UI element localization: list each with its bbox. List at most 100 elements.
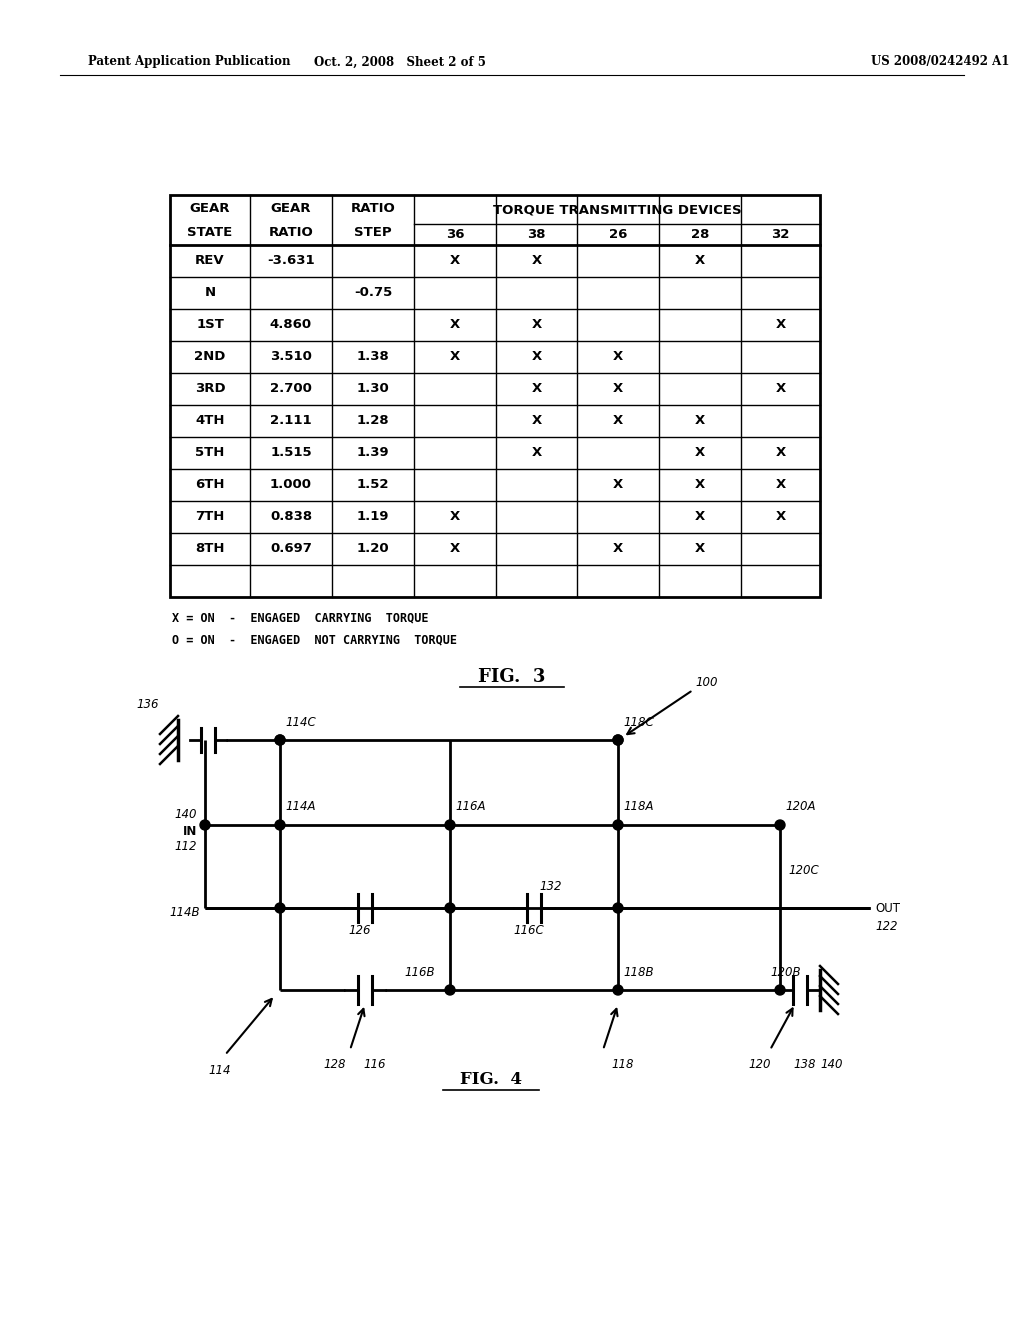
Text: 118A: 118A bbox=[623, 800, 653, 813]
Text: 118C: 118C bbox=[623, 715, 653, 729]
Circle shape bbox=[275, 820, 285, 830]
Text: US 2008/0242492 A1: US 2008/0242492 A1 bbox=[870, 55, 1010, 69]
Text: X: X bbox=[531, 351, 542, 363]
Text: 32: 32 bbox=[771, 228, 790, 242]
Circle shape bbox=[445, 820, 455, 830]
Text: 1.39: 1.39 bbox=[356, 446, 389, 459]
Text: X: X bbox=[775, 446, 785, 459]
Text: 118B: 118B bbox=[623, 965, 653, 978]
Text: 2.111: 2.111 bbox=[270, 414, 312, 428]
Text: 122: 122 bbox=[874, 920, 897, 932]
Text: X: X bbox=[450, 351, 460, 363]
Text: X: X bbox=[531, 383, 542, 396]
Text: X: X bbox=[450, 511, 460, 524]
Text: X: X bbox=[450, 318, 460, 331]
Text: FIG.  4: FIG. 4 bbox=[460, 1072, 522, 1089]
Text: 120C: 120C bbox=[788, 865, 819, 878]
Text: 28: 28 bbox=[691, 228, 710, 242]
Text: STATE: STATE bbox=[187, 227, 232, 239]
Circle shape bbox=[445, 903, 455, 913]
Text: X: X bbox=[775, 383, 785, 396]
Text: 136: 136 bbox=[137, 698, 160, 711]
Text: X: X bbox=[450, 255, 460, 268]
Text: 120B: 120B bbox=[770, 965, 801, 978]
Text: 120: 120 bbox=[749, 1059, 771, 1072]
Text: OUT: OUT bbox=[874, 902, 900, 915]
Text: TORQUE TRANSMITTING DEVICES: TORQUE TRANSMITTING DEVICES bbox=[493, 203, 741, 216]
Text: 2ND: 2ND bbox=[195, 351, 225, 363]
Text: 1.20: 1.20 bbox=[356, 543, 389, 556]
Text: X: X bbox=[695, 255, 706, 268]
Text: X: X bbox=[450, 543, 460, 556]
Text: X: X bbox=[613, 479, 624, 491]
Text: X: X bbox=[695, 543, 706, 556]
Circle shape bbox=[613, 820, 623, 830]
Text: X: X bbox=[531, 414, 542, 428]
Text: X: X bbox=[695, 414, 706, 428]
Circle shape bbox=[445, 985, 455, 995]
Circle shape bbox=[613, 735, 623, 744]
Bar bbox=[170, 195, 820, 597]
Text: REV: REV bbox=[196, 255, 225, 268]
Text: X: X bbox=[613, 383, 624, 396]
Text: 6TH: 6TH bbox=[196, 479, 224, 491]
Text: X: X bbox=[531, 255, 542, 268]
Text: FIG.  3: FIG. 3 bbox=[478, 668, 546, 686]
Circle shape bbox=[275, 903, 285, 913]
Text: 36: 36 bbox=[445, 228, 464, 242]
Text: 0.838: 0.838 bbox=[270, 511, 312, 524]
Circle shape bbox=[275, 735, 285, 744]
Text: Patent Application Publication: Patent Application Publication bbox=[88, 55, 291, 69]
Text: 26: 26 bbox=[609, 228, 627, 242]
Text: N: N bbox=[205, 286, 216, 300]
Text: 116C: 116C bbox=[514, 924, 545, 936]
Text: X: X bbox=[695, 479, 706, 491]
Text: 114B: 114B bbox=[170, 907, 200, 920]
Text: 116B: 116B bbox=[404, 965, 435, 978]
Text: 116A: 116A bbox=[455, 800, 485, 813]
Text: 4.860: 4.860 bbox=[270, 318, 312, 331]
Text: 1.19: 1.19 bbox=[356, 511, 389, 524]
Text: 1.38: 1.38 bbox=[356, 351, 389, 363]
Text: 114A: 114A bbox=[285, 800, 315, 813]
Text: STEP: STEP bbox=[354, 227, 392, 239]
Text: 1.52: 1.52 bbox=[356, 479, 389, 491]
Text: 2.700: 2.700 bbox=[270, 383, 312, 396]
Text: RATIO: RATIO bbox=[350, 202, 395, 215]
Text: GEAR: GEAR bbox=[189, 202, 230, 215]
Text: -3.631: -3.631 bbox=[267, 255, 314, 268]
Text: 8TH: 8TH bbox=[196, 543, 224, 556]
Text: 4TH: 4TH bbox=[196, 414, 224, 428]
Text: 118: 118 bbox=[611, 1059, 634, 1072]
Circle shape bbox=[613, 985, 623, 995]
Text: X: X bbox=[531, 318, 542, 331]
Text: 3.510: 3.510 bbox=[270, 351, 312, 363]
Circle shape bbox=[200, 820, 210, 830]
Text: 112: 112 bbox=[174, 841, 197, 854]
Text: O = ON  -  ENGAGED  NOT CARRYING  TORQUE: O = ON - ENGAGED NOT CARRYING TORQUE bbox=[172, 634, 457, 645]
Text: IN: IN bbox=[182, 825, 197, 838]
Text: X: X bbox=[775, 479, 785, 491]
Text: X: X bbox=[775, 511, 785, 524]
Text: 114C: 114C bbox=[285, 715, 315, 729]
Text: X: X bbox=[613, 414, 624, 428]
Circle shape bbox=[275, 735, 285, 744]
Text: X: X bbox=[695, 446, 706, 459]
Text: 0.697: 0.697 bbox=[270, 543, 312, 556]
Text: 1.515: 1.515 bbox=[270, 446, 312, 459]
Text: 132: 132 bbox=[539, 879, 561, 892]
Text: GEAR: GEAR bbox=[270, 202, 311, 215]
Text: 1.28: 1.28 bbox=[356, 414, 389, 428]
Text: 120A: 120A bbox=[785, 800, 815, 813]
Text: 1.000: 1.000 bbox=[270, 479, 312, 491]
Text: 126: 126 bbox=[349, 924, 372, 936]
Text: RATIO: RATIO bbox=[268, 227, 313, 239]
Text: 5TH: 5TH bbox=[196, 446, 224, 459]
Text: 1.30: 1.30 bbox=[356, 383, 389, 396]
Text: 7TH: 7TH bbox=[196, 511, 224, 524]
Text: 116: 116 bbox=[364, 1059, 386, 1072]
Text: 38: 38 bbox=[527, 228, 546, 242]
Circle shape bbox=[775, 820, 785, 830]
Text: X: X bbox=[695, 511, 706, 524]
Text: Oct. 2, 2008   Sheet 2 of 5: Oct. 2, 2008 Sheet 2 of 5 bbox=[314, 55, 486, 69]
